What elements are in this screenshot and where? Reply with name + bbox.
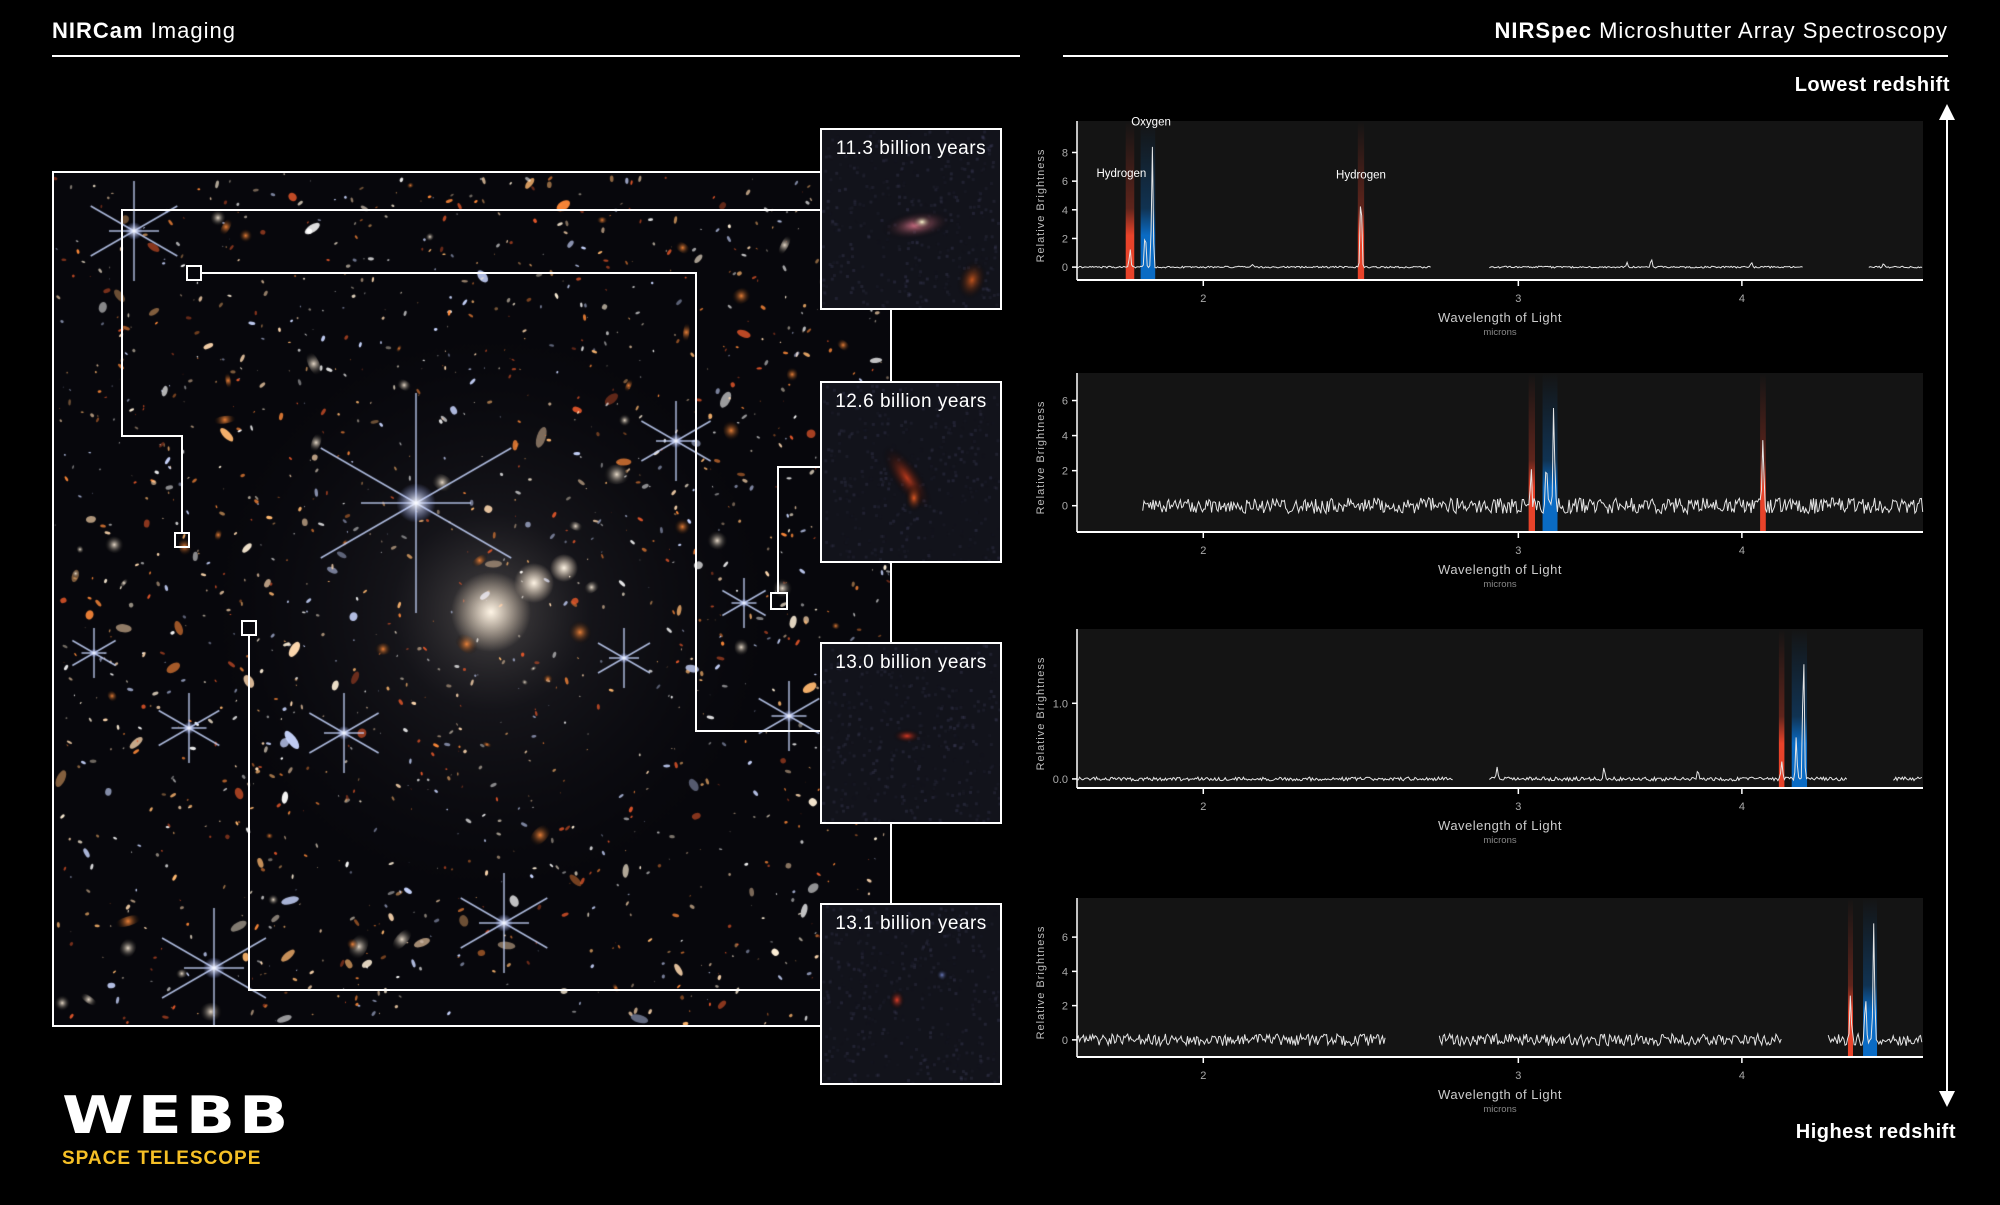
y-tick-label: 4 [1062,966,1068,978]
spectrum-line [1489,664,1848,782]
nircam-header: NIRCam Imaging [52,18,236,44]
logo-subtitle: SPACE TELESCOPE [62,1148,262,1169]
x-axis-label: Wavelength of Light [1438,562,1562,577]
lowest-redshift-label: Lowest redshift [1794,74,1950,96]
nirspec-header-rest: Microshutter Array Spectroscopy [1591,18,1948,43]
x-axis-label: Wavelength of Light [1438,818,1562,833]
oxygen-emission-band [1542,373,1558,532]
x-axis-unit: microns [1483,835,1517,846]
y-tick-label: 2 [1062,1001,1068,1013]
plot-area [1077,373,1923,532]
x-tick-label: 4 [1739,801,1745,813]
spectrum-line [1868,263,1923,269]
x-tick-label: 4 [1739,1070,1745,1082]
y-axis-label: Relative Brightness [1035,401,1047,515]
spectrum-chart-4: 2 3 4 0 2 4 6 Relative Brightness Wavelength of … [1035,898,1923,1115]
y-tick-label: 2 [1062,466,1068,478]
y-tick-label: 4 [1062,431,1068,443]
inset-age-label: 12.6 billion years [835,391,987,412]
hydrogen-emission-band [1778,629,1785,788]
x-tick-label: 2 [1200,1070,1206,1082]
inset-age-label: 13.0 billion years [835,652,987,673]
inset-galaxy-2: 12.6 billion years [820,381,1002,563]
hydrogen-emission-band [1528,373,1535,532]
emission-line-label: Hydrogen [1336,169,1386,181]
right-header-rule [1063,55,1948,57]
spectrum-chart-2: 2 3 4 0 2 4 6 Relative Brightness Wavelength of … [1035,373,1924,590]
x-tick-label: 2 [1200,545,1206,557]
x-tick-label: 3 [1515,801,1521,813]
arrow-down-icon [1939,1091,1955,1107]
nircam-header-rest: Imaging [143,18,236,43]
y-tick-label: 0 [1062,1035,1068,1047]
inset-galaxy-3: 13.0 billion years [820,642,1002,824]
y-tick-label: 6 [1062,932,1068,944]
inset-age-label: 11.3 billion years [835,138,987,159]
highest-redshift-label: Highest redshift [1795,1121,1956,1143]
nircam-header-bold: NIRCam [52,18,144,43]
spectrum-line [1438,1032,1782,1048]
y-tick-label: 4 [1062,205,1068,217]
y-axis-label: Relative Brightness [1035,926,1047,1040]
x-tick-label: 2 [1200,801,1206,813]
x-axis-label: Wavelength of Light [1438,1087,1562,1102]
y-tick-label: 2 [1062,233,1068,245]
x-tick-label: 3 [1515,293,1521,305]
inset-galaxy-4: 13.1 billion years [820,903,1002,1085]
spectrum-line [1489,258,1803,269]
spectrum-line [1142,407,1924,516]
plot-area [1077,121,1923,280]
x-axis-label: Wavelength of Light [1438,310,1562,325]
hydrogen-emission-band [1847,898,1854,1057]
plot-area [1077,898,1923,1057]
nirspec-header-bold: NIRSpec [1494,18,1592,43]
x-tick-label: 2 [1200,293,1206,305]
inset-age-label: 13.1 billion years [835,913,987,934]
emission-line-label: Hydrogen [1096,168,1146,180]
hydrogen-emission-band [1125,121,1135,280]
left-header-rule [52,55,1020,57]
y-tick-label: 0 [1062,262,1068,274]
x-axis-unit: microns [1483,579,1517,590]
x-tick-label: 3 [1515,545,1521,557]
arrow-up-icon [1939,104,1955,120]
deep-field-image [52,171,892,1027]
spectrum-line [1076,1032,1386,1048]
x-axis-unit: microns [1483,327,1517,338]
spectrum-chart-1: 2 3 4 0 2 4 6 8 Relative Brightness Wavelength of… [1035,116,1923,338]
y-tick-label: 0 [1062,501,1068,513]
spectrum-chart-3: 2 3 4 0.0 1.0 Relative Brightness Wavelength o… [1035,629,1923,846]
emission-line-label: Oxygen [1131,116,1171,128]
y-tick-label: 0.0 [1053,774,1068,786]
y-tick-label: 8 [1062,147,1068,159]
x-tick-label: 4 [1739,545,1745,557]
x-tick-label: 4 [1739,293,1745,305]
x-axis-unit: microns [1483,1104,1517,1115]
nirspec-header: NIRSpec Microshutter Array Spectroscopy [1495,18,1949,44]
spectrum-line [1076,776,1453,783]
y-axis-label: Relative Brightness [1035,149,1047,263]
y-axis-label: Relative Brightness [1035,657,1047,771]
spectrum-line [1827,923,1923,1047]
y-tick-label: 6 [1062,396,1068,408]
spectrum-line [1892,776,1923,782]
logo-title: WEBB [62,1086,293,1146]
spectrum-line [1076,146,1431,269]
y-tick-label: 1.0 [1053,698,1068,710]
y-tick-label: 6 [1062,176,1068,188]
inset-galaxy-1: 11.3 billion years [820,128,1002,310]
webb-logo: WEBB SPACE TELESCOPE [62,1090,288,1170]
x-tick-label: 3 [1515,1070,1521,1082]
hydrogen-emission-band [1357,121,1365,280]
